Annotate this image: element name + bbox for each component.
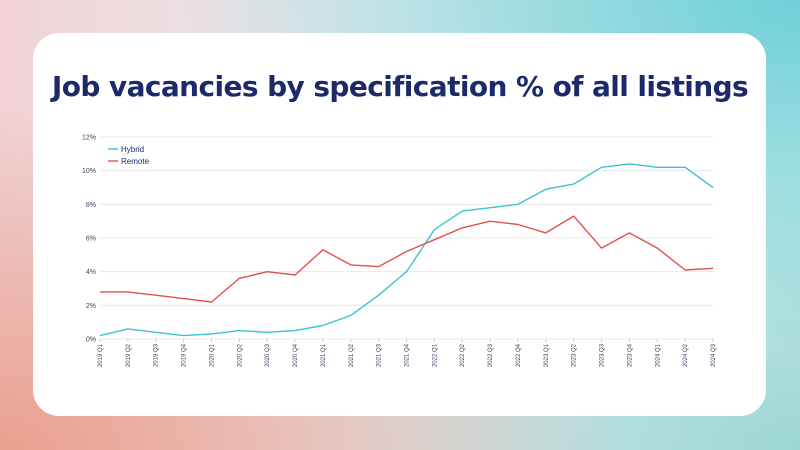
- series-line-remote: [100, 215, 714, 303]
- x-tick-label: 2019 Q2: [126, 343, 132, 367]
- x-tick-label: 2021 Q1: [321, 343, 327, 367]
- data-point-remote: [266, 270, 269, 273]
- data-point-hybrid: [544, 188, 547, 191]
- x-tick-label: 2020 Q3: [265, 343, 271, 367]
- data-point-hybrid: [433, 228, 436, 231]
- x-tick-label: 2019 Q3: [154, 343, 160, 367]
- x-tick-label: 2021 Q3: [377, 343, 383, 367]
- data-point-hybrid: [266, 331, 269, 334]
- x-tick-label: 2020 Q2: [237, 343, 243, 367]
- data-point-remote: [461, 226, 464, 229]
- data-point-hybrid: [712, 186, 715, 189]
- data-point-remote: [377, 265, 380, 268]
- data-point-remote: [572, 215, 575, 218]
- y-tick-label: 10%: [82, 168, 96, 175]
- data-point-hybrid: [684, 166, 687, 169]
- data-point-remote: [600, 247, 603, 250]
- data-point-remote: [99, 290, 102, 293]
- data-point-hybrid: [182, 334, 185, 337]
- x-tick-label: 2024 Q1: [655, 343, 661, 367]
- x-tick-label: 2022 Q4: [516, 343, 522, 367]
- data-point-remote: [405, 250, 408, 253]
- x-tick-label: 2019 Q4: [182, 343, 188, 367]
- data-point-remote: [656, 247, 659, 250]
- y-tick-label: 6%: [86, 236, 96, 243]
- x-tick-label: 2022 Q2: [460, 343, 466, 367]
- data-point-remote: [210, 300, 213, 303]
- data-point-hybrid: [210, 332, 213, 335]
- data-point-remote: [294, 274, 297, 277]
- legend-label-hybrid: Hybrid: [121, 145, 144, 154]
- x-tick-label: 2022 Q3: [488, 343, 494, 367]
- data-point-remote: [349, 263, 352, 266]
- data-point-hybrid: [238, 329, 241, 332]
- chart-title: Job vacancies by specification % of all …: [51, 70, 749, 103]
- x-tick-label: 2023 Q1: [544, 343, 550, 367]
- data-point-hybrid: [154, 331, 157, 334]
- data-point-remote: [712, 267, 715, 270]
- data-point-hybrid: [489, 206, 492, 209]
- data-point-remote: [126, 290, 129, 293]
- x-tick-label: 2021 Q4: [405, 343, 411, 367]
- x-tick-label: 2022 Q1: [432, 343, 438, 367]
- y-tick-label: 4%: [86, 269, 96, 276]
- data-point-remote: [182, 297, 185, 300]
- x-tick-label: 2024 Q2: [683, 343, 689, 367]
- data-point-remote: [516, 223, 519, 226]
- legend-label-remote: Remote: [121, 157, 150, 166]
- chart-card: [33, 33, 766, 416]
- x-tick-label: 2023 Q3: [600, 343, 606, 367]
- data-point-hybrid: [656, 166, 659, 169]
- y-tick-label: 2%: [86, 303, 96, 310]
- data-point-hybrid: [461, 210, 464, 213]
- data-point-remote: [544, 231, 547, 234]
- y-tick-label: 8%: [86, 202, 96, 209]
- data-point-hybrid: [405, 270, 408, 273]
- data-point-hybrid: [294, 329, 297, 332]
- data-point-hybrid: [349, 314, 352, 317]
- data-point-hybrid: [377, 294, 380, 297]
- y-tick-label: 0%: [86, 337, 96, 344]
- data-point-remote: [489, 220, 492, 223]
- x-tick-label: 2019 Q1: [98, 343, 104, 367]
- x-tick-label: 2020 Q4: [293, 343, 299, 367]
- data-point-hybrid: [572, 183, 575, 186]
- series-line-hybrid: [99, 163, 714, 337]
- data-point-hybrid: [99, 334, 102, 337]
- data-point-remote: [433, 238, 436, 241]
- data-point-hybrid: [321, 324, 324, 327]
- x-tick-label: 2020 Q1: [209, 343, 215, 367]
- data-point-hybrid: [516, 203, 519, 206]
- data-point-hybrid: [600, 166, 603, 169]
- x-tick-label: 2021 Q2: [349, 343, 355, 367]
- x-tick-label: 2024 Q3: [711, 343, 717, 367]
- data-point-remote: [321, 248, 324, 251]
- data-point-hybrid: [628, 162, 631, 165]
- x-tick-label: 2023 Q4: [627, 343, 633, 367]
- data-point-remote: [238, 277, 241, 280]
- data-point-remote: [154, 294, 157, 297]
- data-point-remote: [684, 268, 687, 271]
- data-point-hybrid: [126, 327, 129, 330]
- y-tick-label: 12%: [82, 135, 96, 142]
- x-tick-label: 2023 Q2: [572, 343, 578, 367]
- data-point-remote: [628, 231, 631, 234]
